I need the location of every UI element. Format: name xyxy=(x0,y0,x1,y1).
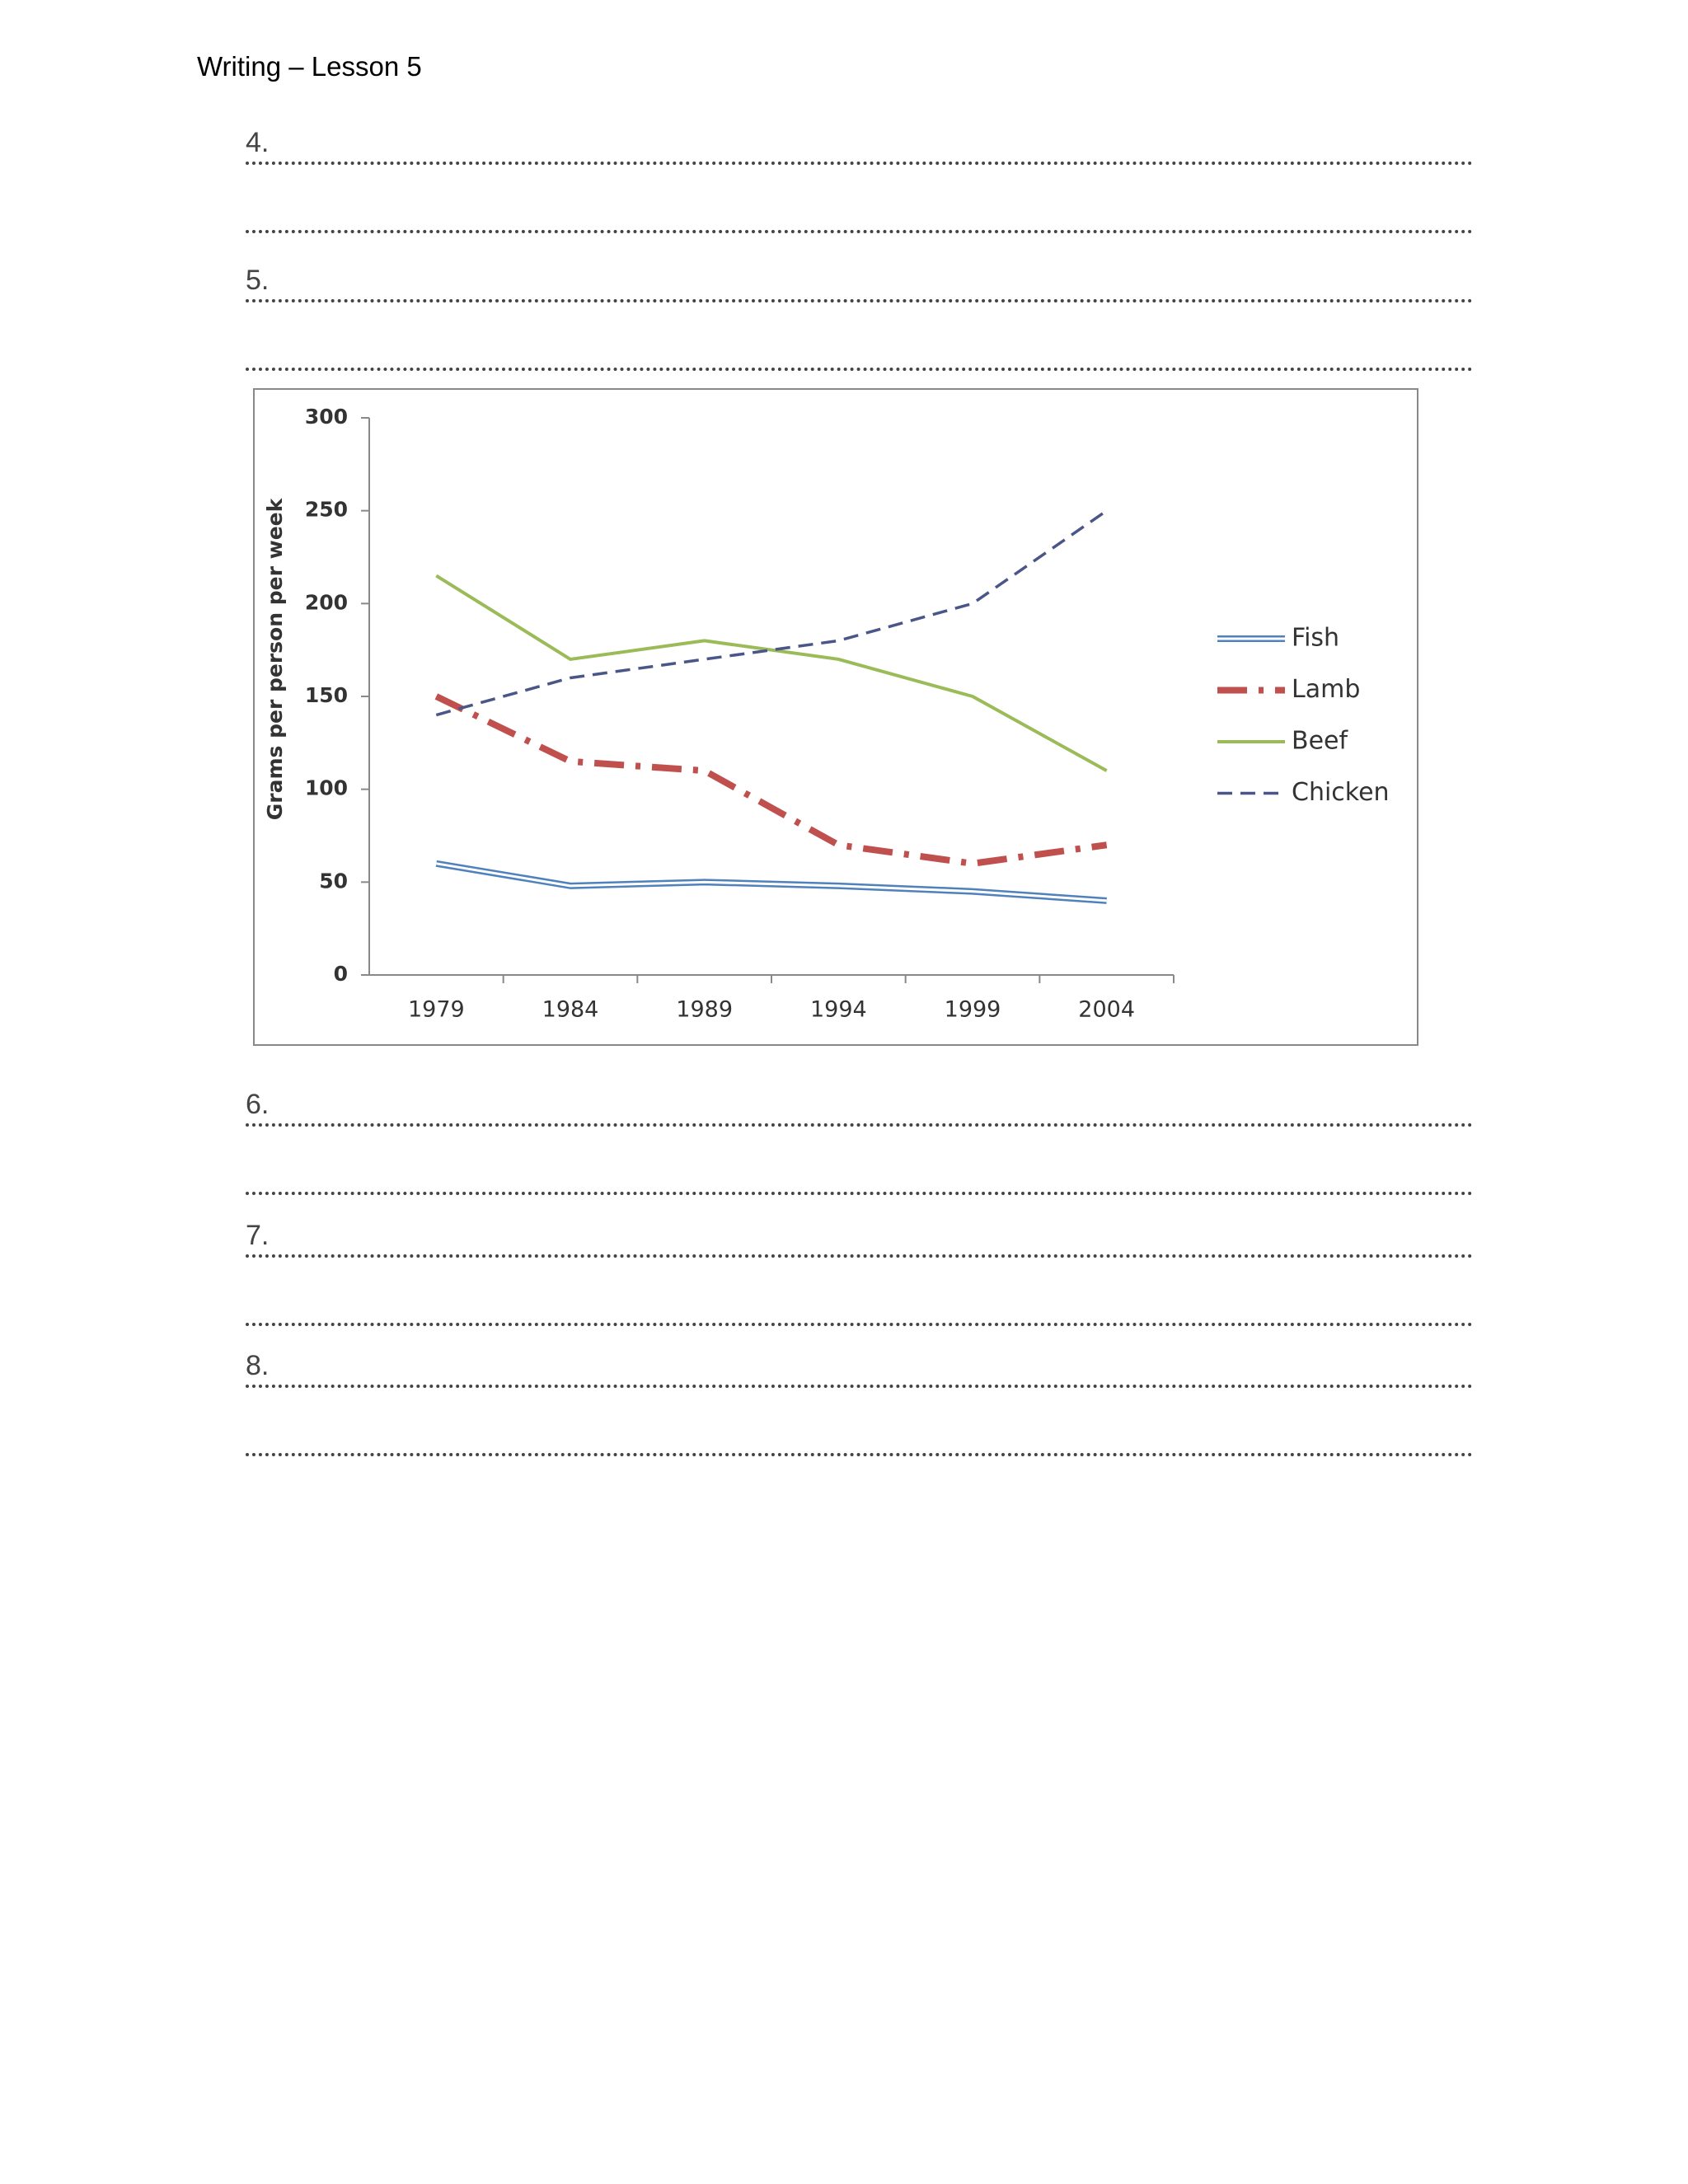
y-tick-label: 200 xyxy=(305,590,348,614)
x-tick-label: 1979 xyxy=(408,997,465,1023)
question-number: 6. xyxy=(246,1089,273,1120)
y-tick-label: 250 xyxy=(305,498,348,522)
answer-line: 7. xyxy=(246,1220,1473,1258)
question-number: 4. xyxy=(246,127,273,158)
series-line xyxy=(435,574,1108,772)
legend-label: Chicken xyxy=(1292,778,1390,807)
x-tick-label: 1994 xyxy=(810,997,867,1023)
y-tick-label: 100 xyxy=(305,776,348,800)
answer-line xyxy=(246,335,1473,371)
y-axis-label: Grams per person per week xyxy=(263,497,287,820)
answer-line: 5. xyxy=(246,265,1473,302)
legend-label: Beef xyxy=(1292,727,1348,756)
legend-label: Lamb xyxy=(1292,675,1360,704)
answer-line: 6. xyxy=(246,1089,1473,1127)
legend-label: Fish xyxy=(1292,624,1339,653)
answer-line xyxy=(246,197,1473,233)
series-line xyxy=(435,509,1108,717)
answer-line xyxy=(246,1290,1473,1326)
chart-frame xyxy=(253,388,1418,1046)
y-tick-label: 0 xyxy=(334,962,348,986)
x-tick-label: 2004 xyxy=(1078,997,1135,1023)
x-tick-label: 1984 xyxy=(542,997,599,1023)
question-number: 7. xyxy=(246,1220,273,1251)
answer-line xyxy=(246,1420,1473,1456)
x-tick-label: 1999 xyxy=(945,997,1001,1023)
header-title: Writing – Lesson 5 xyxy=(197,51,422,82)
y-tick-label: 300 xyxy=(305,405,348,429)
answer-line: 4. xyxy=(246,127,1473,165)
series-line-inner xyxy=(436,862,1107,902)
question-number: 5. xyxy=(246,265,273,296)
question-number: 8. xyxy=(246,1350,273,1381)
y-tick-label: 50 xyxy=(319,869,348,893)
y-tick-label: 150 xyxy=(305,683,348,707)
chart: Grams per person per week 0 50 100 150 200 25… xyxy=(253,388,1418,1046)
series-line xyxy=(434,693,1108,867)
answer-line: 8. xyxy=(246,1350,1473,1388)
x-tick-label: 1989 xyxy=(676,997,733,1023)
answer-line xyxy=(246,1159,1473,1195)
